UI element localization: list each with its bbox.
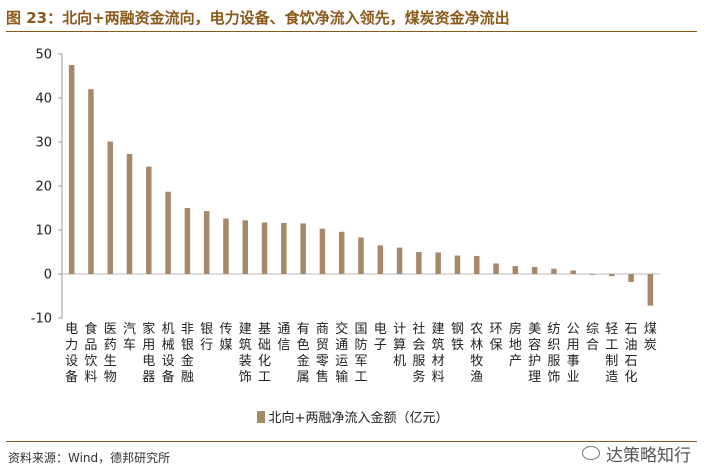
bar xyxy=(242,220,249,274)
x-tick-label: 煤炭 xyxy=(644,322,657,353)
x-tick-label: 机械设备 xyxy=(162,322,175,385)
bar xyxy=(454,255,461,274)
source-note: 资料来源：Wind，德邦研究所 xyxy=(8,451,171,465)
bar xyxy=(589,274,596,275)
x-tick-label: 汽车 xyxy=(123,322,136,353)
x-tick-label: 食品饮料 xyxy=(84,321,97,385)
bar xyxy=(358,237,364,274)
bar xyxy=(628,274,634,282)
x-tick-label: 钢铁 xyxy=(451,322,464,353)
y-tick-label: 0 xyxy=(44,268,52,283)
x-tick-label: 医药生物 xyxy=(104,322,117,385)
bar xyxy=(396,247,403,274)
x-tick-label: 电力设备 xyxy=(65,322,78,385)
y-tick-label: 40 xyxy=(35,92,52,107)
x-tick-label: 建筑材料 xyxy=(432,322,445,385)
x-tick-label: 公用事业 xyxy=(567,322,580,385)
x-tick-label: 交通运输 xyxy=(335,321,348,385)
bar xyxy=(184,208,191,274)
bar xyxy=(377,245,384,274)
x-tick-label: 环保 xyxy=(490,322,503,353)
watermark-text: 达策略知行 xyxy=(606,446,691,466)
bar xyxy=(203,211,210,274)
bar xyxy=(281,222,287,274)
bar xyxy=(647,274,654,306)
bar xyxy=(261,222,268,274)
y-tick-label: -10 xyxy=(31,312,52,327)
y-tick-label: 50 xyxy=(35,48,52,63)
y-tick-label: 20 xyxy=(35,180,52,195)
figure-header: 图 23：北向+两融资金流向，电力设备、食饮净流入领先，煤炭资金净流出 xyxy=(6,4,697,32)
x-tick-label: 银行 xyxy=(200,322,213,353)
bar xyxy=(416,252,422,274)
bar xyxy=(146,166,152,274)
x-tick-label: 有色金属 xyxy=(297,322,310,385)
bar xyxy=(88,89,94,274)
bar xyxy=(223,218,229,274)
x-tick-label: 电子 xyxy=(374,322,387,353)
bar xyxy=(68,65,75,274)
bar xyxy=(107,141,113,274)
x-tick-label: 纺织服饰 xyxy=(547,322,560,385)
title-divider xyxy=(6,31,697,32)
bar xyxy=(126,153,133,274)
bar xyxy=(300,223,306,274)
x-tick-label: 计算机 xyxy=(393,322,406,369)
bar xyxy=(570,270,576,274)
watermark: 达策略知行 xyxy=(582,441,691,466)
x-tick-label: 基础化工 xyxy=(258,322,271,385)
x-tick-label: 社会服务 xyxy=(412,321,425,385)
bar xyxy=(319,228,326,274)
x-tick-label: 轻工制造 xyxy=(605,322,618,385)
x-tick-label: 国防军工 xyxy=(354,322,367,385)
y-tick-label: 30 xyxy=(35,136,52,151)
x-tick-label: 家用电器 xyxy=(142,321,155,385)
legend-swatch xyxy=(256,411,265,423)
x-tick-label: 商贸零售 xyxy=(316,322,329,385)
wechat-icon xyxy=(582,446,600,460)
bar xyxy=(338,231,345,274)
bar xyxy=(473,255,480,274)
x-tick-label: 农林牧渔 xyxy=(470,322,483,385)
bar xyxy=(551,268,557,274)
x-tick-label: 综合 xyxy=(586,322,599,353)
bar xyxy=(493,263,499,274)
y-tick-label: 10 xyxy=(35,224,52,239)
chart-legend: 北向+两融净流入金额（亿元） xyxy=(0,407,705,426)
bar xyxy=(165,191,171,274)
bar xyxy=(609,274,615,277)
x-tick-label: 美容护理 xyxy=(528,322,541,385)
bar xyxy=(512,266,519,274)
x-tick-label: 通信 xyxy=(277,322,290,353)
x-tick-label: 建筑装饰 xyxy=(239,322,252,385)
bar xyxy=(435,252,441,274)
bar xyxy=(531,266,538,274)
figure-title: 图 23：北向+两融资金流向，电力设备、食饮净流入领先，煤炭资金净流出 xyxy=(6,9,510,27)
x-tick-label: 非银金融 xyxy=(181,322,194,385)
x-tick-label: 传媒 xyxy=(219,322,232,353)
x-tick-label: 石油石化 xyxy=(625,322,638,385)
x-tick-label: 房地产 xyxy=(509,321,522,369)
footer-divider xyxy=(6,441,697,442)
legend-label: 北向+两融净流入金额（亿元） xyxy=(268,411,449,426)
